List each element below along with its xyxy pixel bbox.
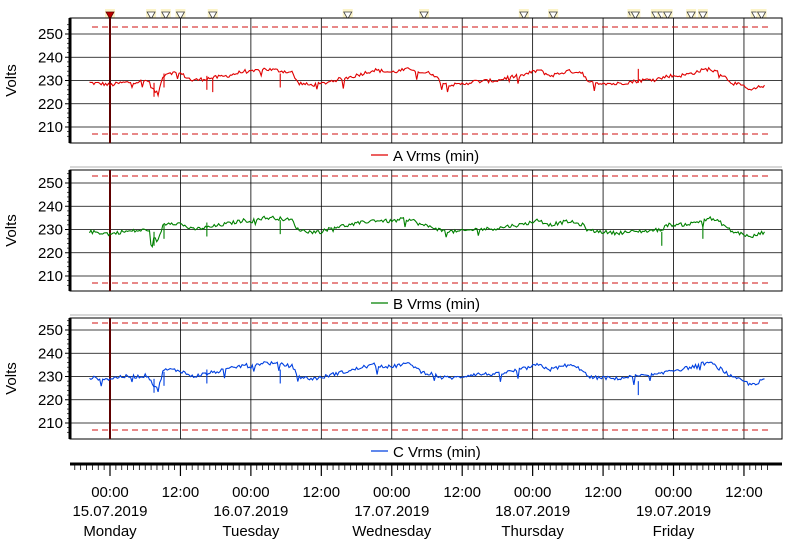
- y-tick-label: 250: [38, 322, 63, 339]
- x-tick-day: Monday: [83, 523, 137, 540]
- series-line-2: [89, 215, 765, 249]
- y-tick-label: 210: [38, 415, 63, 432]
- x-tick-time: 12:00: [584, 484, 622, 501]
- x-tick-day: Thursday: [501, 523, 564, 540]
- x-tick-date: 17.07.2019: [354, 503, 429, 520]
- event-marker: [698, 11, 708, 20]
- x-tick-time: 12:00: [725, 484, 763, 501]
- y-tick-label: 220: [38, 392, 63, 409]
- legend-3: C Vrms (min): [371, 444, 481, 461]
- y-tick-label: 210: [38, 119, 63, 136]
- y-tick-label: 250: [38, 175, 63, 192]
- y-tick-label: 210: [38, 268, 63, 285]
- event-marker: [146, 11, 156, 20]
- x-tick-time: 12:00: [162, 484, 200, 501]
- event-markers: [105, 9, 767, 20]
- x-tick-date: 16.07.2019: [213, 503, 288, 520]
- event-marker: [662, 11, 673, 20]
- y-tick-label: 220: [38, 96, 63, 113]
- y-tick-label: 220: [38, 245, 63, 262]
- x-tick-time: 00:00: [373, 484, 411, 501]
- x-tick-day: Friday: [653, 523, 695, 540]
- x-tick-date: 15.07.2019: [72, 503, 147, 520]
- legend-2: B Vrms (min): [371, 296, 480, 313]
- x-tick-date: 19.07.2019: [636, 503, 711, 520]
- y-axis-label: Volts: [3, 362, 20, 395]
- x-tick-day: Tuesday: [222, 523, 279, 540]
- x-tick-day: Wednesday: [352, 523, 431, 540]
- y-tick-label: 240: [38, 198, 63, 215]
- event-marker: [161, 11, 171, 20]
- x-tick-time: 12:00: [303, 484, 341, 501]
- y-tick-label: 240: [38, 345, 63, 362]
- x-tick-time: 00:00: [655, 484, 693, 501]
- panel-1: 210 220 230 240 250 Volts A Vrms (min): [3, 17, 783, 168]
- x-tick-time: 00:00: [514, 484, 552, 501]
- event-marker: [756, 11, 767, 20]
- event-marker: [686, 11, 696, 20]
- series-line-1: [89, 66, 765, 98]
- event-marker: [105, 11, 115, 20]
- event-marker: [175, 11, 186, 20]
- event-marker: [419, 11, 429, 20]
- event-marker: [208, 11, 218, 20]
- y-axis-label: Volts: [3, 64, 20, 97]
- event-marker: [343, 11, 353, 20]
- event-marker: [630, 11, 641, 20]
- y-tick-label: 230: [38, 73, 63, 90]
- plot-frame: [69, 169, 783, 292]
- panel-3: 210 220 230 240 250 Volts C Vrms (min): [3, 317, 783, 464]
- y-axis-label: Volts: [3, 214, 20, 247]
- legend-label: A Vrms (min): [393, 148, 479, 165]
- plot-frame: [69, 317, 783, 440]
- y-tick-label: 250: [38, 26, 63, 43]
- y-tick-label: 230: [38, 369, 63, 386]
- legend-label: B Vrms (min): [393, 296, 480, 313]
- series-line-3: [89, 360, 765, 393]
- event-marker: [519, 11, 529, 20]
- y-tick-label: 230: [38, 222, 63, 239]
- x-tick-date: 18.07.2019: [495, 503, 570, 520]
- legend-label: C Vrms (min): [393, 444, 481, 461]
- x-axis: 00:00 15.07.2019 Monday 12:00 00:00 16.07.201…: [70, 462, 782, 540]
- x-tick-time: 00:00: [91, 484, 129, 501]
- x-tick-time: 00:00: [232, 484, 270, 501]
- y-tick-label: 240: [38, 49, 63, 66]
- x-tick-time: 12:00: [443, 484, 481, 501]
- legend-1: A Vrms (min): [371, 148, 479, 165]
- event-marker: [548, 11, 558, 20]
- panel-2: 210 220 230 240 250 Volts B Vrms (min): [3, 169, 783, 316]
